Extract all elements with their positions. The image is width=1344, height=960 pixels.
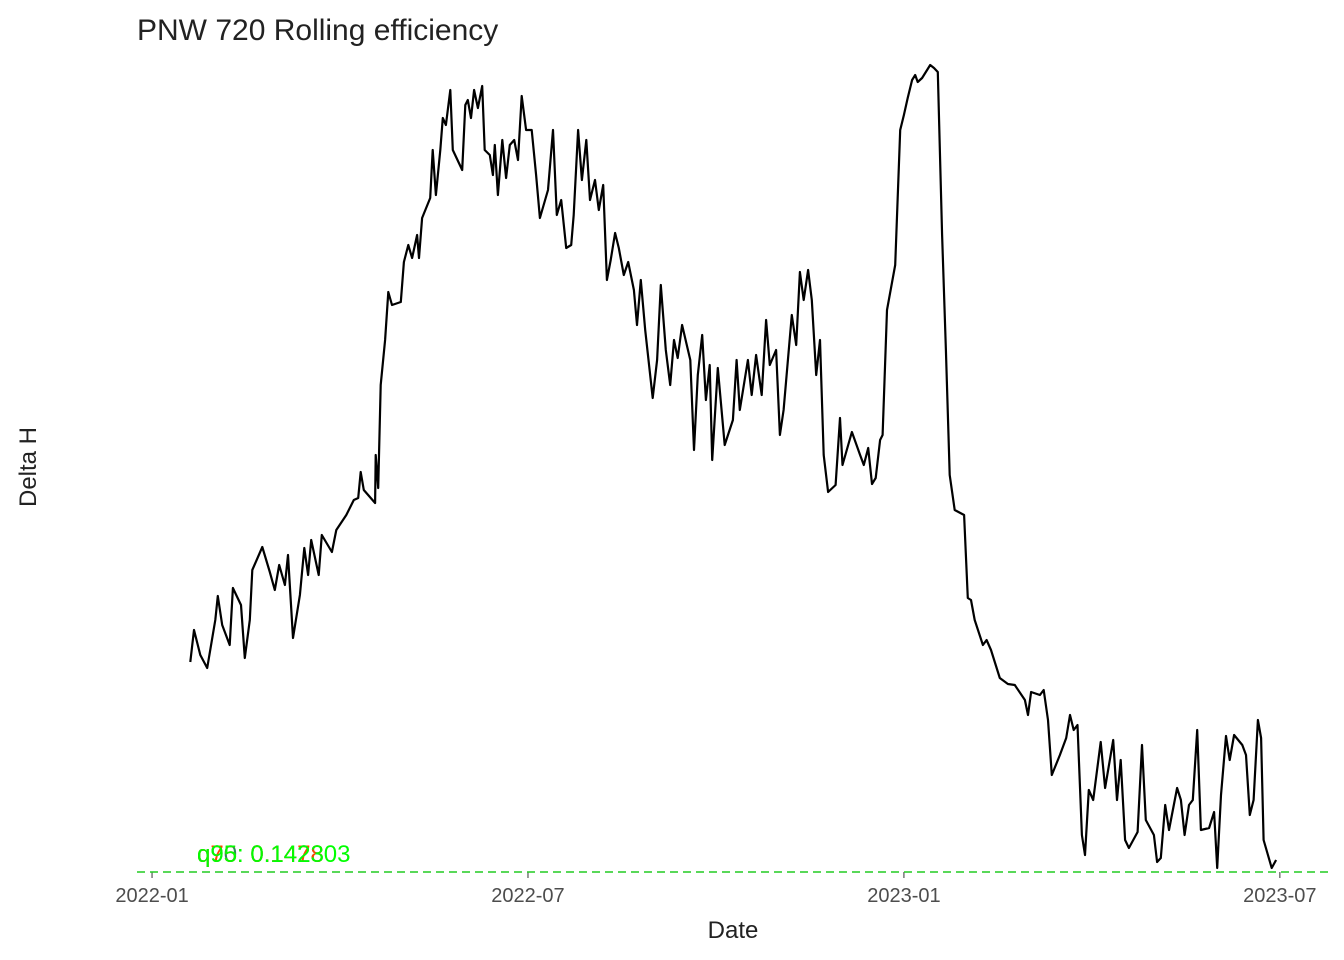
- chart-title: PNW 720 Rolling efficiency: [137, 14, 498, 47]
- x-tick-label: 2022-01: [115, 885, 188, 907]
- annotation: q95: 0.142303: [197, 841, 350, 868]
- y-axis-label: Delta H: [15, 427, 42, 507]
- x-tick-label: 2023-01: [867, 885, 940, 907]
- x-tick-label: 2022-07: [491, 885, 564, 907]
- data-line: [189, 63, 1278, 870]
- annotation: q75: 0.1478: [197, 841, 324, 868]
- annotation: q90: 0.1428: [197, 841, 324, 868]
- x-axis-label: Date: [708, 917, 759, 944]
- x-tick-label: 2023-07: [1243, 885, 1316, 907]
